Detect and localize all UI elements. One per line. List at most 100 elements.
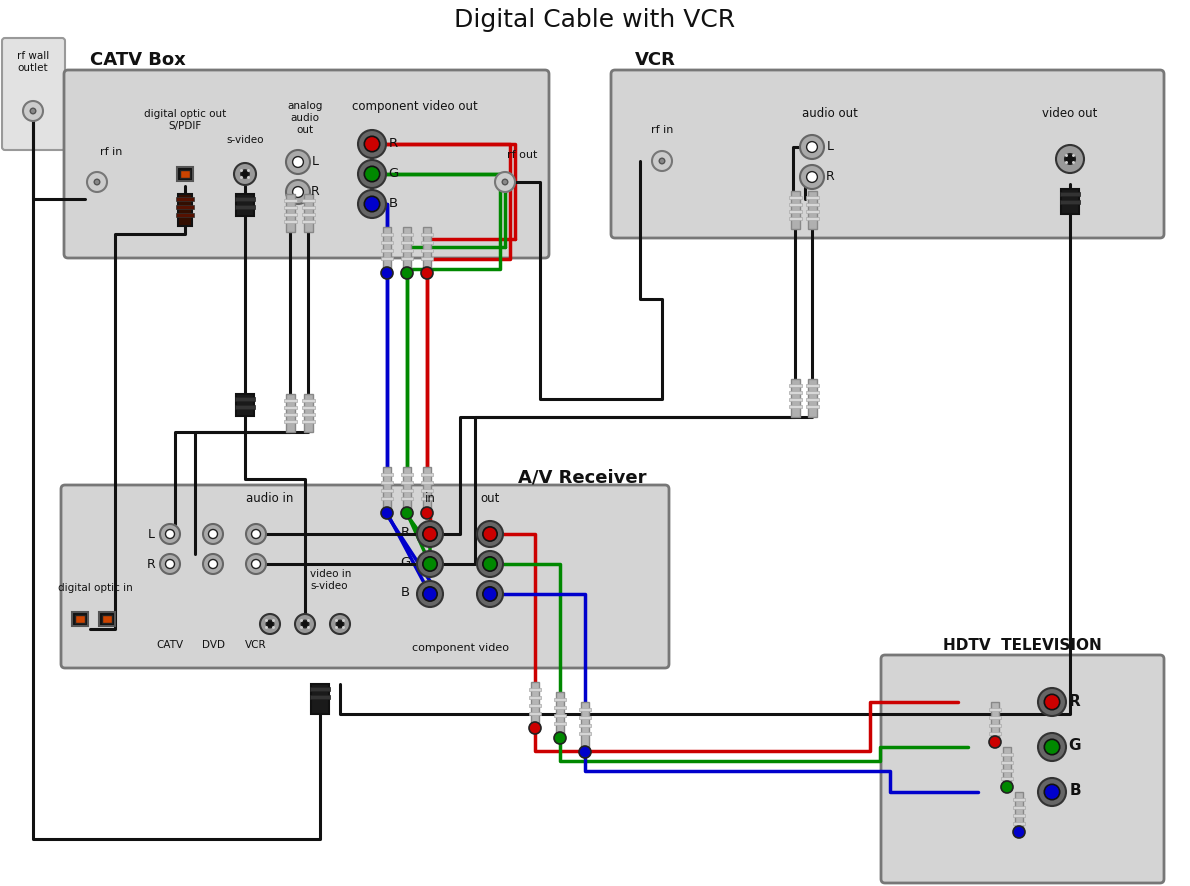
Bar	[403, 468, 411, 513]
Text: G: G	[400, 556, 411, 569]
Circle shape	[477, 522, 503, 548]
Bar	[789, 197, 802, 199]
Circle shape	[293, 187, 303, 198]
Circle shape	[422, 587, 437, 602]
Circle shape	[165, 560, 175, 569]
Bar	[234, 406, 255, 409]
Circle shape	[483, 527, 497, 541]
Bar	[383, 468, 392, 513]
Bar	[791, 191, 800, 229]
Circle shape	[259, 614, 280, 634]
Circle shape	[246, 525, 267, 544]
Circle shape	[477, 581, 503, 607]
Bar	[236, 195, 253, 217]
Bar	[311, 684, 328, 714]
Bar	[234, 398, 255, 401]
Circle shape	[800, 136, 823, 159]
Bar	[1013, 797, 1025, 801]
Text: L: L	[312, 154, 319, 167]
Bar	[401, 241, 413, 245]
Text: A/V Receiver: A/V Receiver	[518, 469, 646, 486]
Bar	[236, 394, 253, 416]
Bar	[531, 682, 539, 728]
Circle shape	[1038, 734, 1066, 761]
Bar	[180, 171, 190, 179]
Text: HDTV  TELEVISION: HDTV TELEVISION	[942, 637, 1102, 652]
Text: G: G	[388, 167, 399, 179]
Bar	[75, 615, 84, 623]
Text: component video: component video	[412, 642, 508, 652]
Circle shape	[203, 525, 223, 544]
Bar	[806, 391, 819, 394]
Bar	[555, 722, 566, 725]
Bar	[806, 384, 819, 387]
Text: B: B	[401, 586, 411, 599]
Bar	[421, 489, 433, 493]
Bar	[102, 615, 112, 623]
Bar	[556, 692, 564, 738]
Bar	[381, 233, 393, 237]
Circle shape	[159, 555, 180, 574]
Bar	[1013, 805, 1025, 809]
Circle shape	[495, 173, 515, 193]
Circle shape	[401, 268, 413, 280]
Circle shape	[301, 620, 308, 628]
Bar	[1013, 813, 1025, 817]
Bar	[1060, 201, 1081, 205]
Circle shape	[273, 619, 275, 622]
Circle shape	[307, 619, 311, 622]
Bar	[1001, 769, 1013, 772]
Text: G: G	[1069, 738, 1082, 752]
Bar	[530, 703, 541, 707]
Circle shape	[416, 581, 443, 607]
Circle shape	[23, 102, 43, 122]
Bar	[530, 688, 541, 691]
Bar	[808, 191, 818, 229]
Text: R: R	[826, 169, 834, 183]
Bar	[806, 210, 819, 214]
Circle shape	[87, 173, 107, 193]
Bar	[806, 398, 819, 401]
Circle shape	[330, 614, 350, 634]
Bar	[555, 697, 566, 701]
Bar	[284, 420, 298, 424]
Bar	[421, 241, 433, 245]
Bar	[989, 716, 1001, 719]
Text: audio in: audio in	[246, 491, 294, 504]
Circle shape	[286, 181, 311, 205]
Bar	[401, 249, 413, 253]
Bar	[580, 724, 591, 727]
Bar	[401, 257, 413, 260]
Bar	[989, 708, 1001, 711]
Bar	[1013, 821, 1025, 825]
Circle shape	[807, 143, 818, 153]
Circle shape	[1038, 778, 1066, 806]
Bar	[401, 481, 413, 485]
Circle shape	[273, 626, 275, 629]
FancyBboxPatch shape	[881, 656, 1164, 883]
Text: L: L	[827, 139, 833, 152]
Bar	[580, 716, 591, 719]
Bar	[422, 228, 431, 274]
FancyBboxPatch shape	[610, 71, 1164, 238]
Circle shape	[30, 109, 36, 114]
Bar	[989, 724, 1001, 727]
Circle shape	[300, 626, 303, 629]
Bar	[176, 198, 194, 202]
Circle shape	[421, 268, 433, 280]
Text: CATV: CATV	[156, 640, 183, 649]
Bar	[302, 199, 315, 203]
Bar	[99, 612, 115, 626]
Text: L: L	[148, 528, 155, 540]
Bar	[580, 708, 591, 711]
Circle shape	[1065, 154, 1076, 165]
Text: out: out	[481, 491, 500, 504]
Bar	[421, 481, 433, 485]
Bar	[401, 473, 413, 477]
Circle shape	[240, 177, 243, 180]
Text: R: R	[388, 136, 397, 150]
Circle shape	[989, 736, 1001, 748]
Circle shape	[1072, 155, 1075, 158]
Text: Digital Cable with VCR: Digital Cable with VCR	[455, 8, 735, 32]
Bar	[381, 473, 393, 477]
